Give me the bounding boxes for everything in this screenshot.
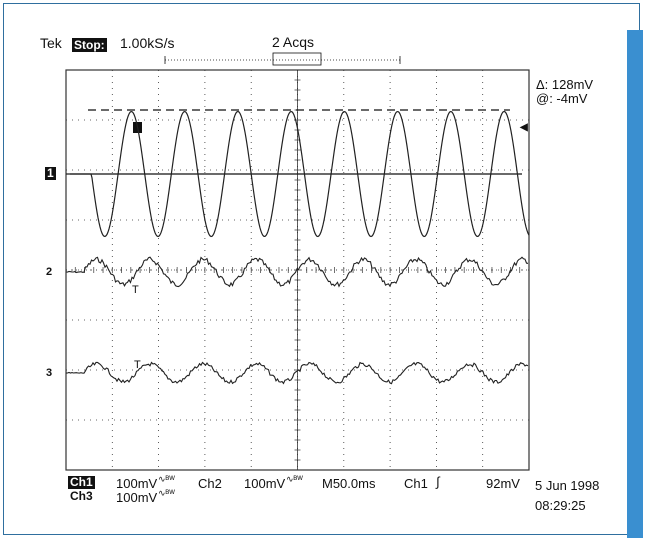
record-window bbox=[272, 52, 322, 66]
time: 08:29:25 bbox=[535, 498, 586, 513]
trigger-source: Ch1 bbox=[404, 476, 428, 491]
ch1-trace bbox=[66, 110, 530, 238]
ch1-coupling-icon: ∿ᴮᵂ bbox=[158, 474, 175, 484]
ch3-ground-marker: 3 bbox=[46, 367, 53, 379]
trigger-slope-icon: ∫ bbox=[436, 474, 440, 489]
delta-readout: Δ: 128mV bbox=[536, 77, 594, 92]
ch2-coupling-icon: ∿ᴮᵂ bbox=[286, 474, 303, 484]
trigger-level-cursor: ◀ bbox=[520, 122, 528, 133]
ch3-scale: 100mV bbox=[116, 490, 158, 505]
sample-rate: 1.00kS/s bbox=[120, 35, 175, 51]
ch1-label: Ch1 bbox=[68, 475, 95, 489]
ch2-trigger-glyph: T bbox=[132, 284, 139, 296]
waveform-traces: TT bbox=[65, 110, 530, 385]
date: 5 Jun 1998 bbox=[535, 478, 600, 493]
ch1-ground-marker: 1 bbox=[45, 166, 56, 180]
ch3-label: Ch3 bbox=[70, 489, 93, 503]
brand-label: Tek bbox=[40, 35, 62, 51]
graticule bbox=[65, 52, 530, 471]
at-readout: @: -4mV bbox=[536, 91, 588, 106]
ch1-scale: 100mV bbox=[116, 476, 158, 491]
ch2-ground-marker: 2 bbox=[46, 266, 53, 278]
scope-frame bbox=[3, 3, 640, 535]
timebase: M50.0ms bbox=[322, 476, 376, 491]
ch2-label: Ch2 bbox=[198, 476, 222, 491]
trigger-level: 92mV bbox=[486, 476, 520, 491]
ch3-trace bbox=[65, 361, 529, 385]
run-state-badge: Stop: bbox=[72, 38, 107, 52]
ch2-trace bbox=[65, 256, 529, 288]
ch2-scale: 100mV bbox=[244, 476, 286, 491]
ch3-trigger-glyph: T bbox=[134, 359, 141, 371]
acquisition-count: 2 Acqs bbox=[272, 34, 315, 50]
accent-bar bbox=[627, 30, 643, 538]
ch3-coupling-icon: ∿ᴮᵂ bbox=[158, 488, 175, 498]
